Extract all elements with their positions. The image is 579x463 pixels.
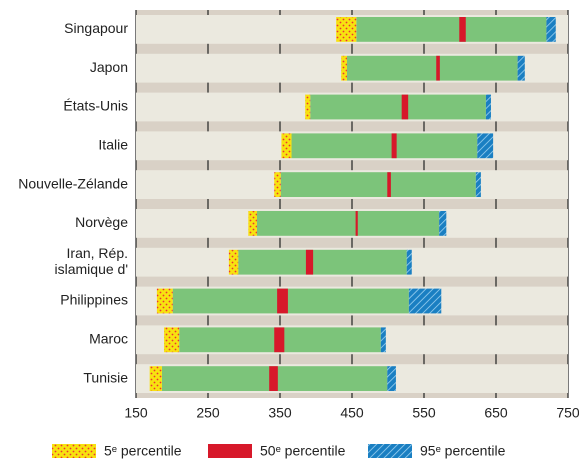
category-label: Singapour [64,20,128,36]
x-tick-label: 150 [124,405,148,421]
category-label: Iran, Rép. islamique d' [55,245,129,277]
category-label: Japon [90,59,128,75]
percentile-box [269,366,278,391]
percentile-box [517,55,525,81]
percentile-box [228,249,239,275]
percentile-box [380,327,386,353]
x-tick-label: 250 [196,405,220,421]
range-bar [238,249,407,275]
percentile-box [387,172,391,197]
percentile-box [274,327,285,353]
percentile-box [546,17,556,42]
percentile-box [341,55,347,81]
legend-label: 5ᵉ percentile [104,443,182,459]
legend-swatch [368,444,412,458]
range-bar [356,17,547,42]
category-label: Nouvelle-Zélande [18,175,128,191]
range-bar [280,172,476,197]
percentile-box [164,327,180,353]
percentile-box [477,133,494,159]
legend-swatch [208,444,252,458]
percentile-box [281,133,292,159]
category-label: Maroc [89,331,128,347]
percentile-box [459,17,466,42]
range-bar [256,211,440,236]
range-bar [172,288,409,314]
category-label: Italie [98,137,128,153]
percentile-box [149,366,162,391]
percentile-box [391,133,397,159]
range-bar [291,133,478,159]
x-tick-label: 650 [484,405,508,421]
range-bar [346,55,518,81]
category-label: États-Unis [63,98,128,114]
category-label: Philippines [60,292,128,308]
legend-label: 95ᵉ percentile [420,443,506,459]
percentile-box [355,211,358,236]
percentile-box [305,249,314,275]
percentile-box [305,94,311,120]
percentile-box [485,94,491,120]
range-bar [310,94,486,120]
percentile-box [401,94,409,120]
percentile-box [439,211,447,236]
percentile-box [436,55,440,81]
category-label: Norvège [75,214,128,230]
category-label-line: Iran, Rép. [67,245,128,261]
x-tick-label: 550 [412,405,436,421]
x-tick-label: 750 [556,405,579,421]
percentile-box [475,172,481,197]
percentile-box [274,172,281,197]
x-tick-label: 350 [268,405,292,421]
legend-label: 50ᵉ percentile [260,443,346,459]
legend-swatch [52,444,96,458]
percentile-box [408,288,442,314]
percentile-box [277,288,288,314]
percentile-box [248,211,257,236]
x-tick-label: 450 [340,405,364,421]
percentile-box [406,249,412,275]
percentile-box [156,288,173,314]
category-label: Tunisie [83,369,128,385]
percentile-box [387,366,396,391]
category-label-line: islamique d' [55,261,129,277]
percentile-box [336,17,357,42]
